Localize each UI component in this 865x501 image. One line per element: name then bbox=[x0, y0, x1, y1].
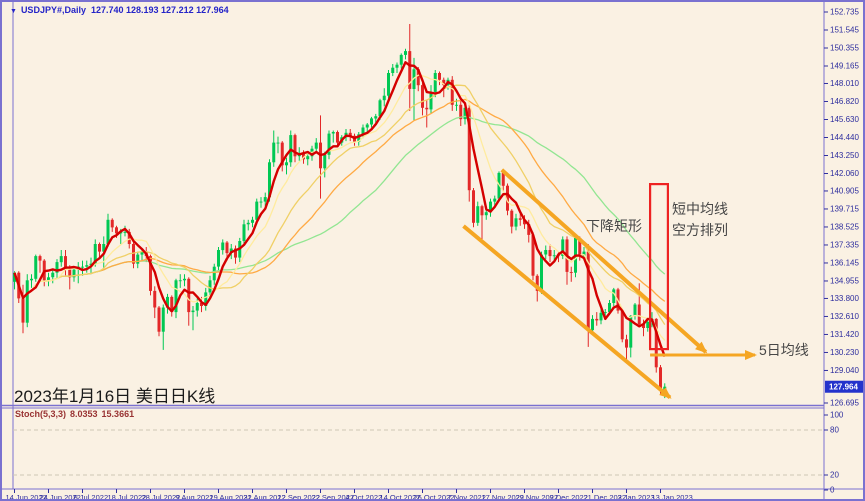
svg-text:142.060: 142.060 bbox=[830, 169, 859, 178]
current-price-box bbox=[825, 380, 863, 393]
svg-text:9 Aug 2022: 9 Aug 2022 bbox=[176, 493, 214, 501]
svg-text:151.545: 151.545 bbox=[830, 26, 859, 35]
svg-text:4 Oct 2022: 4 Oct 2022 bbox=[346, 493, 383, 501]
svg-text:12 Sep 2022: 12 Sep 2022 bbox=[278, 493, 321, 501]
chart-drawings[interactable] bbox=[462, 168, 757, 400]
svg-text:146.820: 146.820 bbox=[830, 97, 859, 106]
ma-line-MA10 bbox=[13, 74, 666, 341]
svg-text:126.695: 126.695 bbox=[830, 399, 859, 408]
svg-text:140.905: 140.905 bbox=[830, 186, 859, 195]
svg-text:145.630: 145.630 bbox=[830, 115, 859, 124]
stochastic-level-lines bbox=[13, 429, 824, 476]
svg-text:149.165: 149.165 bbox=[830, 62, 859, 71]
svg-text:129.040: 129.040 bbox=[830, 366, 859, 375]
svg-text:22 Sep 2022: 22 Sep 2022 bbox=[312, 493, 355, 501]
svg-text:150.355: 150.355 bbox=[830, 44, 859, 53]
ohlc-readout: 127.740 128.193 127.212 127.964 bbox=[90, 5, 229, 15]
svg-text:133.800: 133.800 bbox=[830, 294, 859, 303]
svg-text:136.145: 136.145 bbox=[830, 258, 859, 267]
svg-text:24 Jun 2022: 24 Jun 2022 bbox=[40, 493, 81, 501]
svg-text:137.335: 137.335 bbox=[830, 240, 859, 249]
svg-text:19 Aug 2022: 19 Aug 2022 bbox=[210, 493, 252, 501]
svg-text:143.250: 143.250 bbox=[830, 151, 859, 160]
svg-text:131.420: 131.420 bbox=[830, 330, 859, 339]
candles-layer bbox=[13, 24, 667, 399]
svg-text:80: 80 bbox=[830, 426, 839, 435]
price-axis: 152.735 151.545 150.355 149.165 148.010 146.8… bbox=[824, 8, 863, 408]
svg-text:3 Jan 2023: 3 Jan 2023 bbox=[618, 493, 655, 501]
svg-text:0: 0 bbox=[830, 486, 835, 495]
svg-text:13 Jan 2023: 13 Jan 2023 bbox=[652, 493, 693, 501]
channel-lower-trendline bbox=[462, 224, 672, 400]
svg-text:28 Jul 2022: 28 Jul 2022 bbox=[142, 493, 181, 501]
svg-text:100: 100 bbox=[830, 411, 844, 420]
channel-upper-trendline bbox=[500, 168, 708, 354]
ma-line-MA20 bbox=[13, 84, 666, 325]
svg-text:127.964: 127.964 bbox=[829, 383, 858, 392]
svg-text:152.735: 152.735 bbox=[830, 8, 859, 17]
svg-text:18 Jul 2022: 18 Jul 2022 bbox=[108, 493, 147, 501]
svg-text:7 Nov 2022: 7 Nov 2022 bbox=[448, 493, 486, 501]
svg-text:14 Jun 2022: 14 Jun 2022 bbox=[6, 493, 47, 501]
svg-text:6 Jul 2022: 6 Jul 2022 bbox=[74, 493, 109, 501]
svg-text:20: 20 bbox=[830, 471, 839, 480]
svg-text:130.230: 130.230 bbox=[830, 348, 859, 357]
svg-text:139.715: 139.715 bbox=[830, 204, 859, 213]
svg-text:134.955: 134.955 bbox=[830, 276, 859, 285]
ma-line-MA5 bbox=[13, 61, 666, 358]
short-ma-lines bbox=[13, 61, 666, 358]
highlight-rectangle bbox=[648, 183, 669, 351]
svg-text:144.440: 144.440 bbox=[830, 133, 859, 142]
chart-menu-dropdown-icon[interactable]: ▼ bbox=[10, 8, 17, 15]
svg-text:148.010: 148.010 bbox=[830, 79, 859, 88]
svg-text:9 Dec 2022: 9 Dec 2022 bbox=[550, 493, 588, 501]
svg-text:17 Nov 2022: 17 Nov 2022 bbox=[482, 493, 525, 501]
svg-text:31 Aug 2022: 31 Aug 2022 bbox=[244, 493, 286, 501]
svg-text:29 Nov 2022: 29 Nov 2022 bbox=[516, 493, 559, 501]
svg-text:132.610: 132.610 bbox=[830, 312, 859, 321]
stochastic-axis: 100 80 20 0 bbox=[824, 411, 844, 495]
svg-text:21 Dec 2022: 21 Dec 2022 bbox=[584, 493, 627, 501]
symbol-timeframe-label: USDJPY#,Daily bbox=[20, 5, 86, 15]
ma-line-MA30 bbox=[13, 98, 666, 302]
svg-text:138.525: 138.525 bbox=[830, 222, 859, 231]
svg-text:14 Oct 2022: 14 Oct 2022 bbox=[380, 493, 421, 501]
title-bar: ▼ USDJPY#,Daily 127.740 128.193 127.212 1… bbox=[10, 5, 229, 15]
svg-text:26 Oct 2022: 26 Oct 2022 bbox=[414, 493, 455, 501]
